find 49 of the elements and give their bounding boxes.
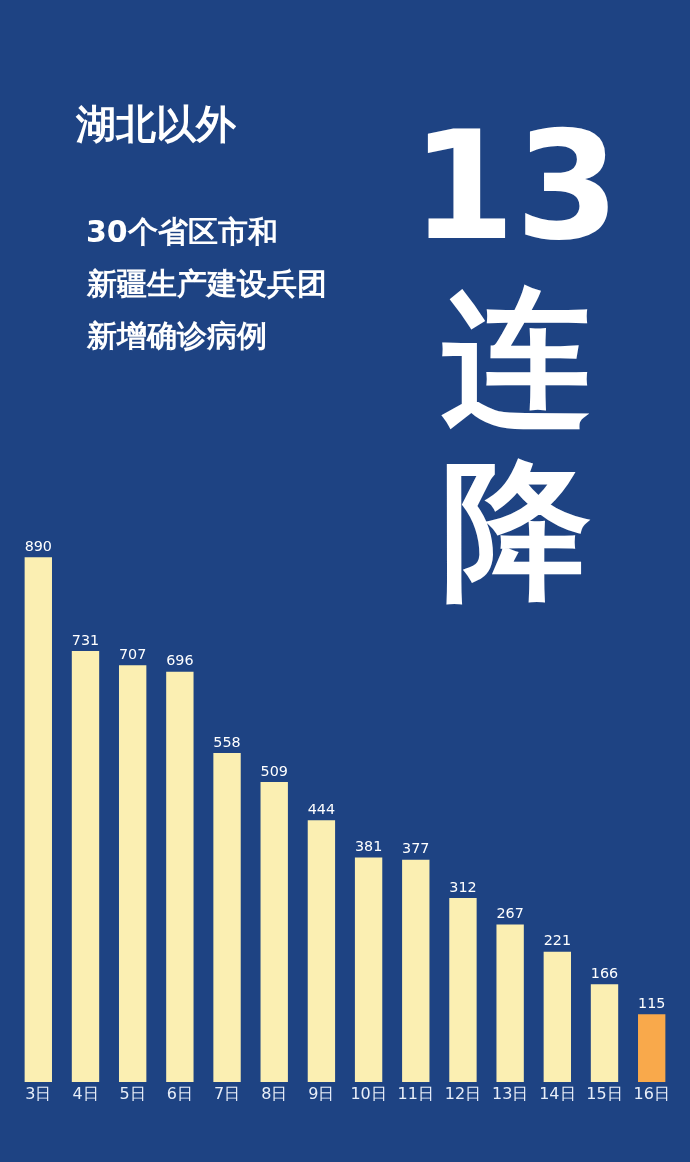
text: 30个省区市和 [86,214,278,249]
x-tick-label: 10日 [350,1084,387,1103]
bar [166,671,194,1082]
bar [543,951,572,1082]
x-tick-label: 4日 [72,1084,99,1103]
bar [24,557,52,1082]
bar [71,651,100,1082]
data-label: 115 [638,994,666,1011]
annotation: 降 [441,443,591,617]
text: 连 [441,271,591,445]
data-label: 166 [590,964,619,981]
bar [213,753,241,1082]
text: 新增确诊病例 [86,318,267,353]
x-tick-label: 3日 [25,1084,52,1103]
data-label: 509 [260,762,288,779]
x-tick-label: 7日 [213,1084,241,1103]
bar [402,859,430,1082]
bar [638,1014,666,1082]
data-label: 890 [24,538,52,555]
x-tick-label: 13日 [491,1084,529,1103]
x-tick-label: 12日 [444,1084,482,1103]
bar [496,924,524,1082]
data-label: 731 [71,631,100,648]
data-label: 221 [543,932,571,949]
data-label: 377 [402,840,430,857]
x-tick-label: 11日 [397,1084,434,1103]
x-tick-label: 16日 [633,1084,670,1103]
bar [449,898,477,1082]
x-tick-label: 6日 [166,1084,193,1103]
chart-title: 湖北以外 [74,101,237,148]
text: 13 [411,99,620,273]
data-label: 267 [496,905,524,922]
x-tick-label: 8日 [261,1084,288,1103]
bar [118,665,147,1082]
bar [307,820,336,1082]
data-label: 444 [307,800,336,817]
text: 新疆生产建设兵团 [86,266,327,301]
x-tick-label: 5日 [119,1084,146,1103]
x-tick-label: 9日 [308,1084,335,1103]
bar [260,781,288,1082]
x-tick-label: 14日 [539,1084,576,1103]
bar [354,857,383,1082]
data-label: 381 [354,838,383,855]
data-label: 312 [449,878,477,895]
data-label: 558 [213,733,241,750]
x-tick-label: 15日 [586,1084,623,1103]
bar [590,984,619,1082]
data-label: 707 [119,645,147,662]
data-label: 696 [166,652,194,669]
